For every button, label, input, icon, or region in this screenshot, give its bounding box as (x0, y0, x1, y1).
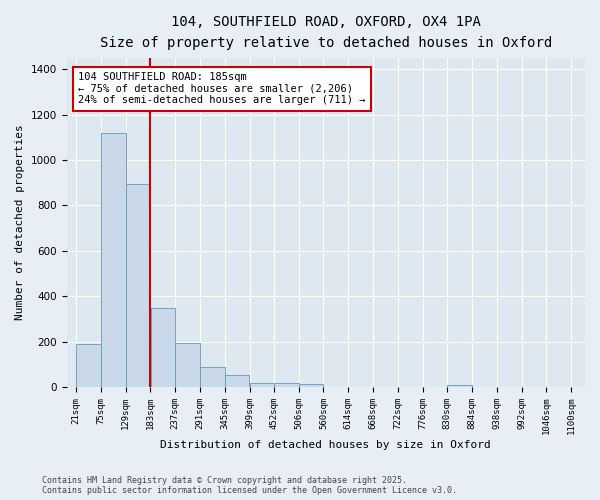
Bar (175, 343, 200, 387)
Bar (274, 382, 299, 387)
Text: Contains HM Land Registry data © Crown copyright and database right 2025.
Contai: Contains HM Land Registry data © Crown c… (42, 476, 457, 495)
Bar (225, 374, 250, 387)
Bar (151, 308, 175, 387)
Bar (101, 132, 125, 387)
Bar (126, 184, 151, 387)
Y-axis label: Number of detached properties: Number of detached properties (15, 124, 25, 320)
Bar (250, 382, 274, 387)
Title: 104, SOUTHFIELD ROAD, OXFORD, OX4 1PA
Size of property relative to detached hous: 104, SOUTHFIELD ROAD, OXFORD, OX4 1PA Si… (100, 15, 552, 50)
Bar (76, 344, 101, 387)
Bar (299, 384, 323, 387)
Bar (200, 366, 225, 387)
Bar (448, 385, 472, 387)
Text: 104 SOUTHFIELD ROAD: 185sqm
← 75% of detached houses are smaller (2,206)
24% of : 104 SOUTHFIELD ROAD: 185sqm ← 75% of det… (78, 72, 365, 106)
X-axis label: Distribution of detached houses by size in Oxford: Distribution of detached houses by size … (160, 440, 491, 450)
